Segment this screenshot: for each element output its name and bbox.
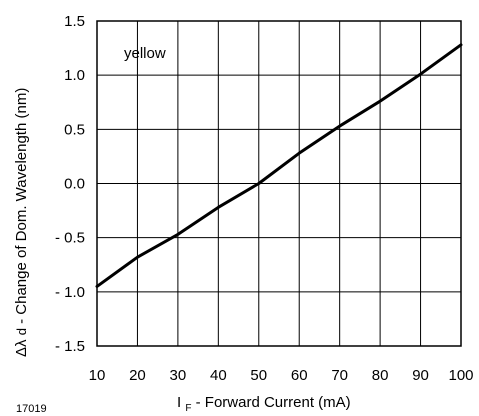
- series-layer: [95, 43, 463, 288]
- y-tick-label: - 0.5: [55, 230, 85, 247]
- y-tick-label: 0.0: [64, 176, 85, 193]
- figure-id-label: 17019: [16, 403, 47, 415]
- x-tick-label: 80: [372, 367, 389, 384]
- x-axis-title-main: I: [177, 394, 181, 411]
- grid-layer: [96, 20, 462, 347]
- y-axis-title-rest: - Change of Dom. Wavelength (nm): [13, 88, 30, 324]
- x-tick-label: 50: [250, 367, 267, 384]
- x-tick-label: 90: [412, 367, 429, 384]
- y-tick-label: 1.5: [64, 13, 85, 30]
- x-axis-title: I F - Forward Current (mA): [177, 394, 351, 415]
- x-tick-label: 100: [448, 367, 473, 384]
- y-tick-label: 1.0: [64, 67, 85, 84]
- y-axis-title-subscript: d: [14, 328, 29, 335]
- series-line: [95, 43, 463, 288]
- series-annotation-label: yellow: [124, 45, 166, 62]
- x-tick-label: 10: [89, 367, 106, 384]
- x-axis-title-rest: - Forward Current (mA): [196, 394, 351, 411]
- x-tick-label: 60: [291, 367, 308, 384]
- x-tick-label: 20: [129, 367, 146, 384]
- y-tick-label: - 1.0: [55, 284, 85, 301]
- y-tick-label: - 1.5: [55, 338, 85, 355]
- x-tick-label: 40: [210, 367, 227, 384]
- x-tick-label: 70: [331, 367, 348, 384]
- y-axis-title: Δλ d - Change of Dom. Wavelength (nm): [13, 88, 30, 357]
- y-tick-label: 0.5: [64, 121, 85, 138]
- y-axis-title-symbol: Δλ: [13, 339, 30, 357]
- x-tick-label: 30: [170, 367, 187, 384]
- x-axis-title-subscript: F: [185, 403, 191, 414]
- ticks-layer: 10 20 30 40 50 60 70 80 90 100 1.5 1.0 0.5 0.0 - 0.5 - …: [55, 13, 474, 384]
